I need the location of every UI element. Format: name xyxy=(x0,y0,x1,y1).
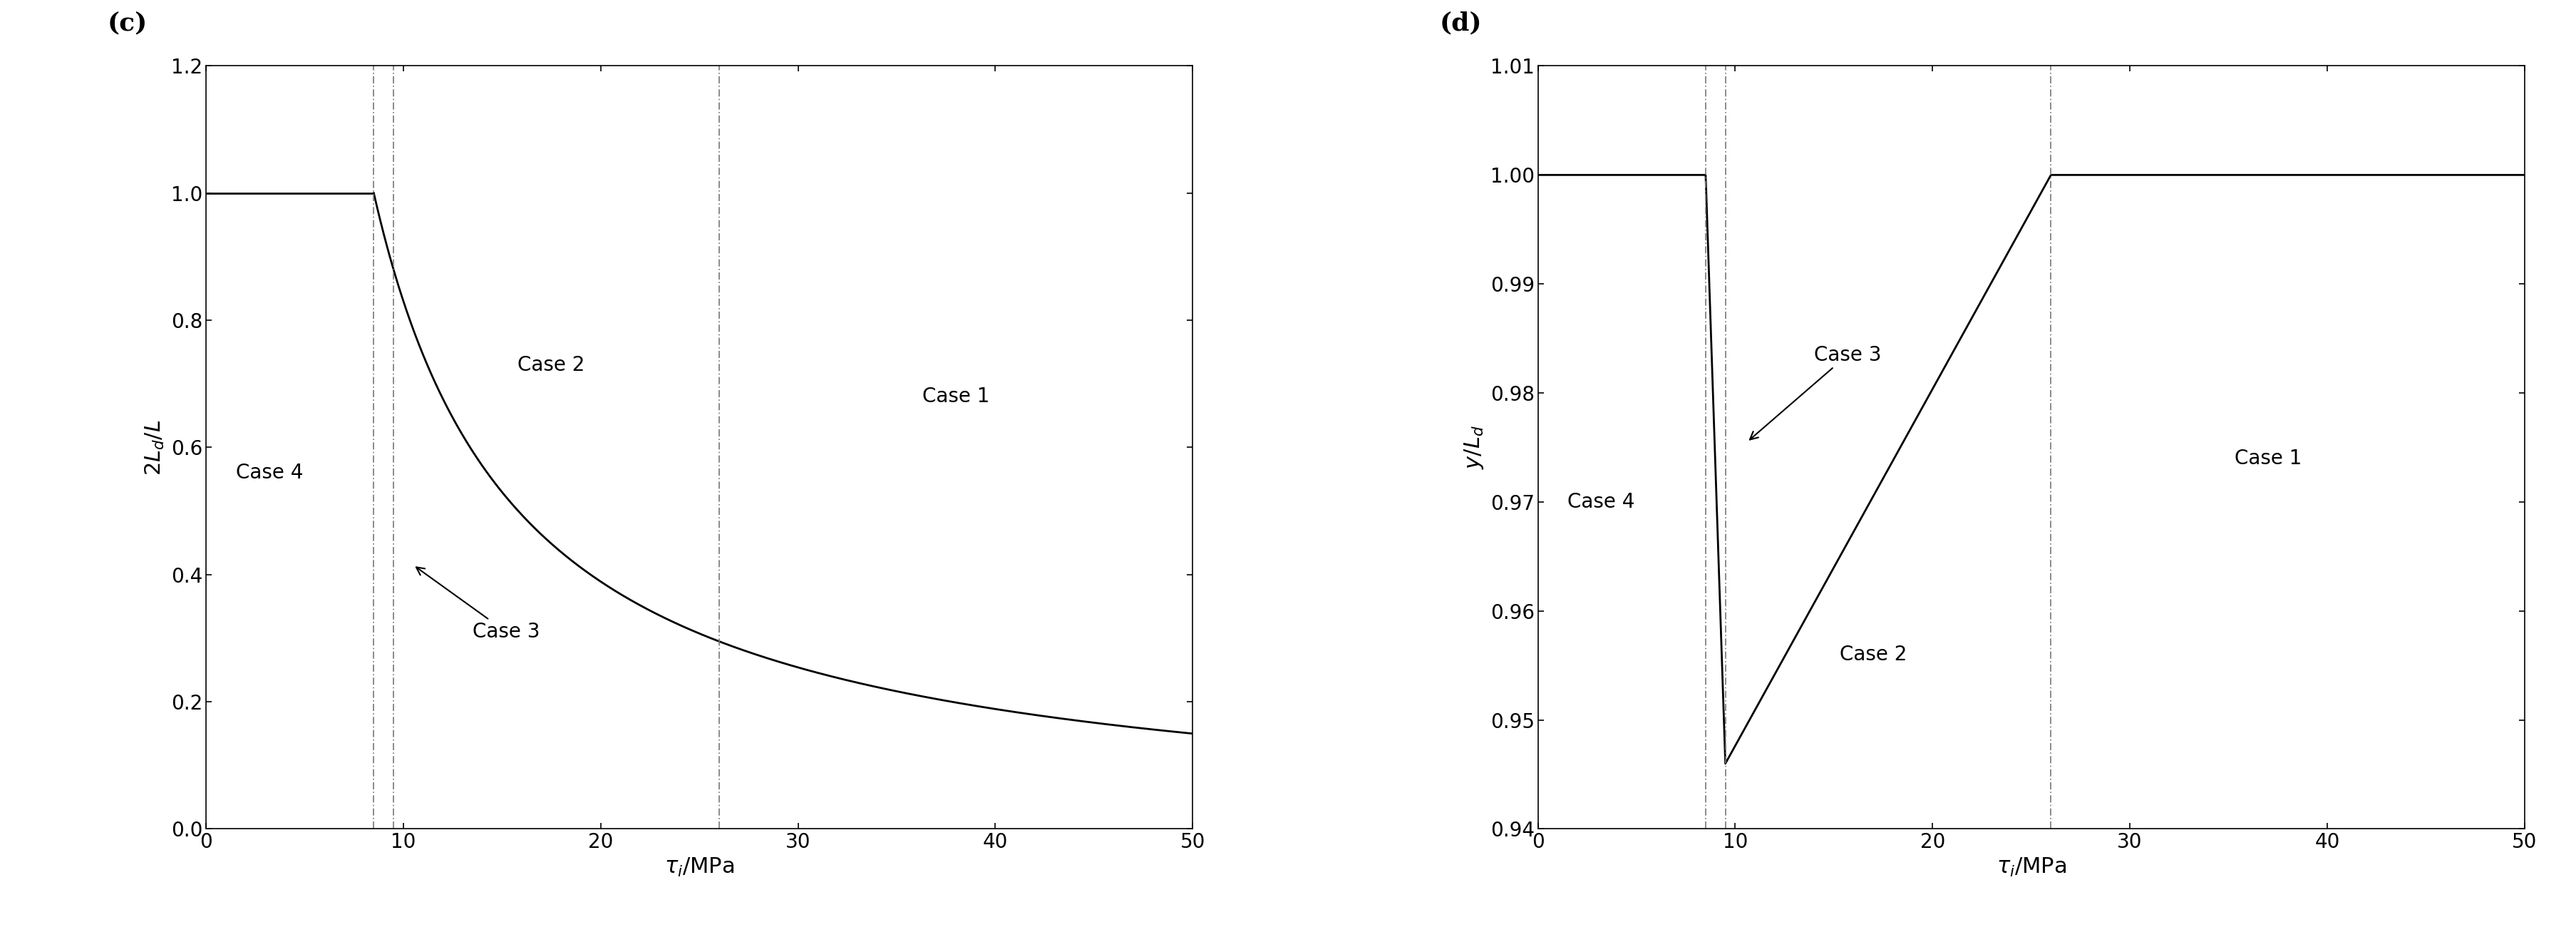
Text: Case 2: Case 2 xyxy=(518,355,585,375)
Text: Case 1: Case 1 xyxy=(2233,448,2300,468)
Text: Case 2: Case 2 xyxy=(1839,644,1906,664)
X-axis label: $\tau_i$/MPa: $\tau_i$/MPa xyxy=(1996,856,2066,879)
Text: Case 1: Case 1 xyxy=(922,386,989,407)
Text: (c): (c) xyxy=(108,11,147,36)
Text: Case 3: Case 3 xyxy=(1749,345,1880,440)
Text: Case 3: Case 3 xyxy=(417,567,541,642)
X-axis label: $\tau_i$/MPa: $\tau_i$/MPa xyxy=(665,856,734,879)
Y-axis label: $2L_d/L$: $2L_d/L$ xyxy=(144,419,165,476)
Text: Case 4: Case 4 xyxy=(234,463,304,483)
Text: Case 4: Case 4 xyxy=(1569,492,1636,512)
Y-axis label: $y/L_d$: $y/L_d$ xyxy=(1463,426,1486,469)
Text: (d): (d) xyxy=(1440,11,1481,36)
